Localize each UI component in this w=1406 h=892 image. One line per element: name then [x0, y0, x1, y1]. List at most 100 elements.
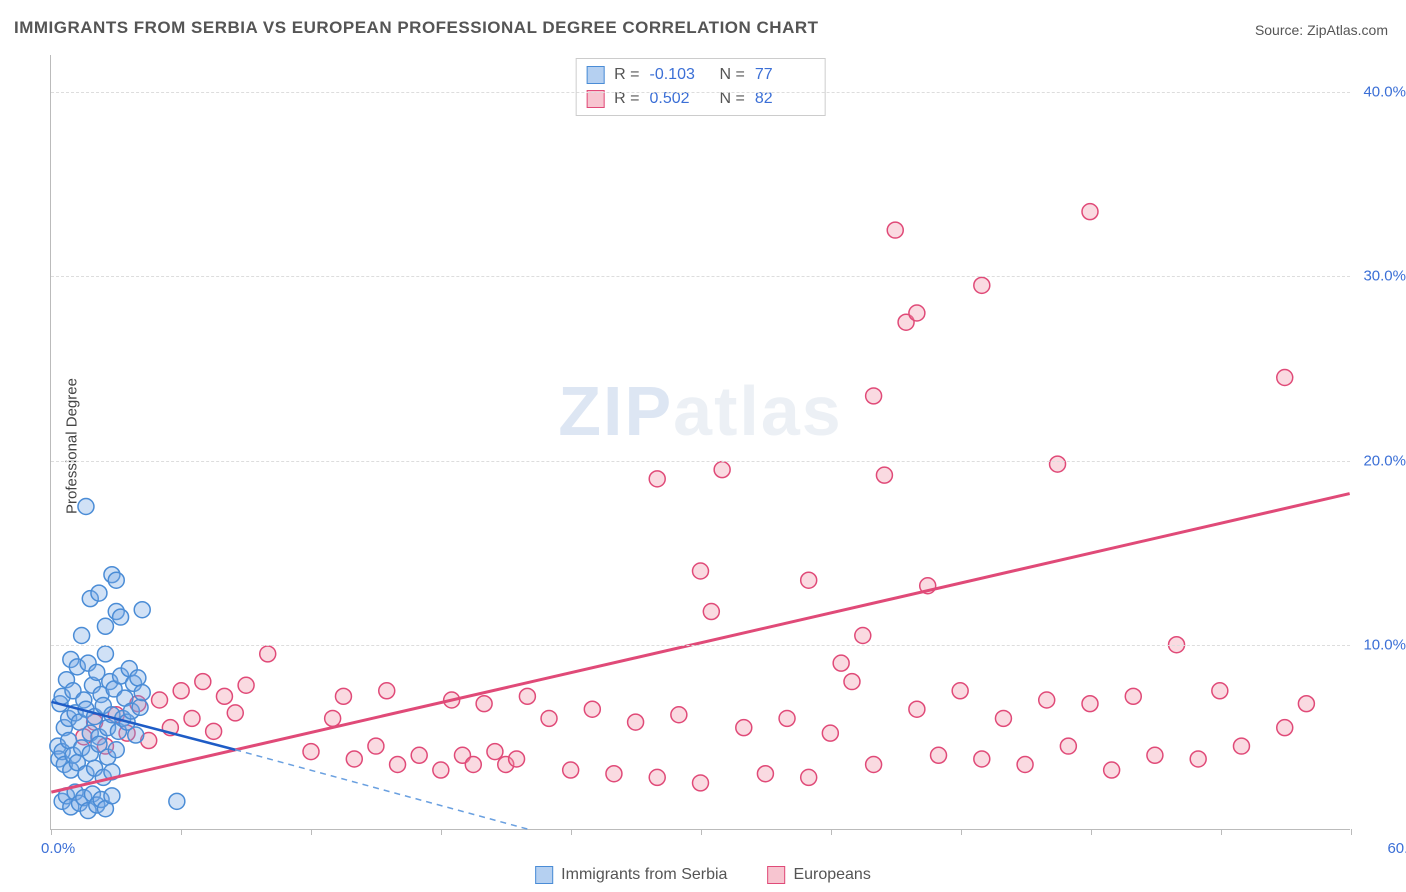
data-point: [238, 677, 254, 693]
data-point: [78, 499, 94, 515]
swatch-pink: [767, 866, 785, 884]
data-point: [693, 775, 709, 791]
x-tick: [961, 829, 962, 835]
legend-label-serbia: Immigrants from Serbia: [561, 866, 727, 884]
data-point: [1060, 738, 1076, 754]
data-point: [152, 692, 168, 708]
x-tick-label-start: 0.0%: [41, 840, 75, 857]
data-point: [736, 720, 752, 736]
data-point: [1298, 696, 1314, 712]
data-point: [887, 222, 903, 238]
data-point: [649, 769, 665, 785]
data-point: [628, 714, 644, 730]
x-tick: [51, 829, 52, 835]
data-point: [1233, 738, 1249, 754]
data-point: [822, 725, 838, 741]
data-point: [693, 563, 709, 579]
data-point: [303, 744, 319, 760]
data-point: [390, 757, 406, 773]
data-point: [325, 710, 341, 726]
data-point: [130, 670, 146, 686]
data-point: [995, 710, 1011, 726]
data-point: [563, 762, 579, 778]
data-point: [169, 793, 185, 809]
data-point: [844, 674, 860, 690]
gridline: [51, 461, 1350, 462]
y-tick-label: 30.0%: [1363, 268, 1406, 285]
data-point: [1147, 747, 1163, 763]
x-tick: [181, 829, 182, 835]
data-point: [1050, 456, 1066, 472]
data-point: [227, 705, 243, 721]
chart-title: IMMIGRANTS FROM SERBIA VS EUROPEAN PROFE…: [14, 18, 819, 38]
data-point: [866, 757, 882, 773]
data-point: [1212, 683, 1228, 699]
data-point: [97, 618, 113, 634]
data-point: [1039, 692, 1055, 708]
data-point: [952, 683, 968, 699]
x-tick: [701, 829, 702, 835]
data-point: [134, 602, 150, 618]
scatter-svg: [51, 55, 1350, 829]
data-point: [1125, 688, 1141, 704]
data-point: [703, 604, 719, 620]
data-point: [108, 572, 124, 588]
data-point: [97, 646, 113, 662]
data-point: [541, 710, 557, 726]
data-point: [379, 683, 395, 699]
data-point: [974, 277, 990, 293]
data-point: [128, 727, 144, 743]
x-tick: [1221, 829, 1222, 835]
data-point: [519, 688, 535, 704]
data-point: [833, 655, 849, 671]
data-point: [335, 688, 351, 704]
data-point: [866, 388, 882, 404]
y-tick-label: 40.0%: [1363, 83, 1406, 100]
data-point: [1190, 751, 1206, 767]
data-point: [909, 701, 925, 717]
data-point: [411, 747, 427, 763]
x-tick: [441, 829, 442, 835]
data-point: [476, 696, 492, 712]
data-point: [346, 751, 362, 767]
y-tick-label: 20.0%: [1363, 452, 1406, 469]
data-point: [974, 751, 990, 767]
data-point: [173, 683, 189, 699]
legend-item-serbia: Immigrants from Serbia: [535, 866, 727, 884]
y-tick-label: 10.0%: [1363, 637, 1406, 654]
data-point: [801, 769, 817, 785]
swatch-blue: [535, 866, 553, 884]
data-point: [487, 744, 503, 760]
x-tick-label-end: 60.0%: [1387, 840, 1406, 857]
gridline: [51, 276, 1350, 277]
data-point: [584, 701, 600, 717]
data-point: [909, 305, 925, 321]
x-tick: [831, 829, 832, 835]
x-tick: [1351, 829, 1352, 835]
data-point: [671, 707, 687, 723]
gridline: [51, 92, 1350, 93]
data-point: [931, 747, 947, 763]
data-point: [606, 766, 622, 782]
data-point: [206, 723, 222, 739]
source-attribution: Source: ZipAtlas.com: [1255, 22, 1388, 38]
data-point: [132, 699, 148, 715]
data-point: [433, 762, 449, 778]
data-point: [113, 609, 129, 625]
data-point: [465, 757, 481, 773]
x-tick: [571, 829, 572, 835]
data-point: [1277, 370, 1293, 386]
x-tick: [311, 829, 312, 835]
legend-item-europeans: Europeans: [767, 866, 870, 884]
data-point: [509, 751, 525, 767]
data-point: [757, 766, 773, 782]
data-point: [74, 628, 90, 644]
series-legend: Immigrants from Serbia Europeans: [535, 866, 871, 884]
data-point: [260, 646, 276, 662]
trend-line-dashed: [235, 750, 527, 829]
data-point: [714, 462, 730, 478]
data-point: [779, 710, 795, 726]
data-point: [1082, 696, 1098, 712]
data-point: [876, 467, 892, 483]
data-point: [134, 685, 150, 701]
